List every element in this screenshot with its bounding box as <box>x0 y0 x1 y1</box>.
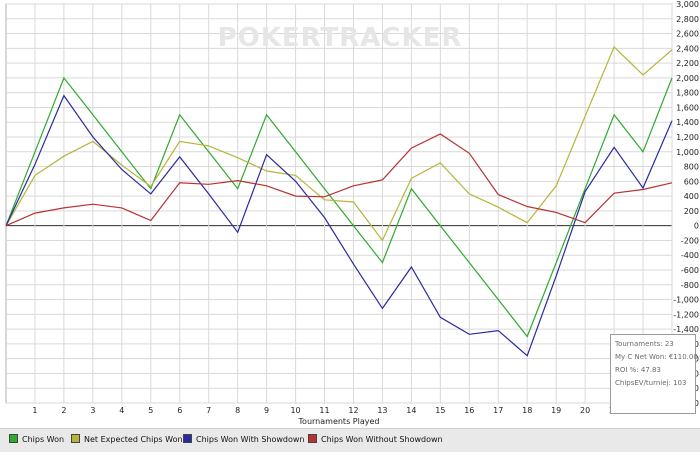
legend-item-net-expected-chips-won[interactable]: Net Expected Chips Won <box>71 434 183 444</box>
x-tick-label: 8 <box>235 406 240 415</box>
y-tick-label: 1,000 <box>676 148 699 157</box>
x-tick-label: 9 <box>264 406 269 415</box>
x-tick-label: 11 <box>319 406 329 415</box>
series-line-chips-won-without-showdown <box>5 133 673 227</box>
x-tick-label: 7 <box>206 406 211 415</box>
legend-label: Chips Won Without Showdown <box>321 435 443 444</box>
y-tick-label: -200 <box>681 236 699 245</box>
x-tick-label: 12 <box>348 406 358 415</box>
legend-item-chips-won[interactable]: Chips Won <box>9 434 64 444</box>
y-tick-label: 2,800 <box>676 15 699 24</box>
legend-swatch-without-showdown <box>308 434 317 443</box>
x-tick-label: 14 <box>406 406 416 415</box>
y-tick-label: 1,800 <box>676 89 699 98</box>
x-tick-label: 13 <box>377 406 387 415</box>
series-line-chips-won-with-showdown <box>5 94 673 357</box>
y-tick-label: -800 <box>681 281 699 290</box>
x-tick-label: 1 <box>32 406 37 415</box>
x-tick-label: 6 <box>177 406 182 415</box>
x-tick-label: 4 <box>119 406 124 415</box>
legend-swatch-chips-won <box>9 434 18 443</box>
y-tick-label: 2,200 <box>676 59 699 68</box>
y-tick-label: 400 <box>684 192 699 201</box>
legend-item-chips-won-without-showdown[interactable]: Chips Won Without Showdown <box>308 434 443 444</box>
y-tick-label: -600 <box>681 266 699 275</box>
y-tick-label: 800 <box>684 163 699 172</box>
chart-series <box>5 45 673 357</box>
x-tick-label: 5 <box>148 406 153 415</box>
y-tick-label: 3,000 <box>676 0 699 9</box>
stats-net-won: My C Net Won: €110.00 <box>615 353 698 361</box>
x-tick-label: 18 <box>522 406 532 415</box>
series-line-chips-won <box>5 76 673 338</box>
y-tick-label: 2,600 <box>676 30 699 39</box>
y-tick-label: 600 <box>684 177 699 186</box>
x-tick-label: 3 <box>90 406 95 415</box>
x-tick-label: 20 <box>580 406 590 415</box>
x-tick-label: 15 <box>435 406 445 415</box>
y-tick-label: 2,000 <box>676 74 699 83</box>
x-tick-label: 2 <box>61 406 66 415</box>
stats-roi: ROI %: 47.83 <box>615 366 661 374</box>
y-tick-label: -400 <box>681 251 699 260</box>
legend: Chips Won Net Expected Chips Won Chips W… <box>0 428 700 452</box>
x-tick-label: 19 <box>551 406 561 415</box>
y-tick-label: -1,400 <box>673 325 699 334</box>
legend-swatch-with-showdown <box>183 434 192 443</box>
x-tick-label: 10 <box>290 406 300 415</box>
stats-tournaments: Tournaments: 23 <box>615 340 674 348</box>
x-tick-label: 16 <box>464 406 474 415</box>
legend-swatch-net-expected <box>71 434 80 443</box>
chart-grid <box>5 3 673 404</box>
x-axis-ticks: 1234567891011121314151617181920212223 <box>32 406 677 415</box>
y-tick-label: 200 <box>684 207 699 216</box>
y-tick-label: -1,000 <box>673 296 699 305</box>
y-tick-label: 2,400 <box>676 44 699 53</box>
stats-chips-ev: ChipsEV/turniej: 103 <box>615 379 687 387</box>
y-tick-label: 1,200 <box>676 133 699 142</box>
y-tick-label: -1,200 <box>673 310 699 319</box>
y-tick-label: 0 <box>694 222 699 231</box>
legend-label: Chips Won With Showdown <box>196 435 305 444</box>
legend-label: Net Expected Chips Won <box>84 435 183 444</box>
y-tick-label: 1,400 <box>676 118 699 127</box>
x-axis-title: Tournaments Played <box>298 417 380 426</box>
plot-frame <box>5 3 673 404</box>
legend-label: Chips Won <box>22 435 65 444</box>
x-tick-label: 17 <box>493 406 503 415</box>
y-tick-label: 1,600 <box>676 103 699 112</box>
stats-box: Tournaments: 23 My C Net Won: €110.00 RO… <box>610 334 698 414</box>
watermark: POKERTRACKER <box>218 23 463 53</box>
legend-item-chips-won-with-showdown[interactable]: Chips Won With Showdown <box>183 434 305 444</box>
series-line-net-expected-chips-won <box>5 45 673 242</box>
